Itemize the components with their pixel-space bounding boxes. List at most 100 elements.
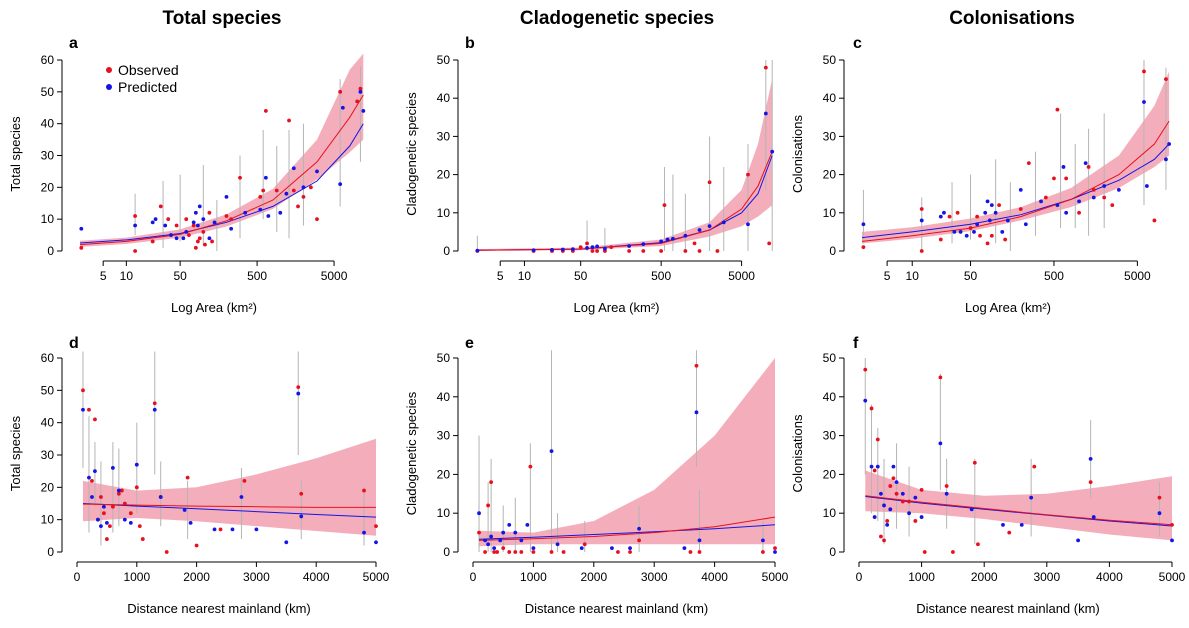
observed-point <box>299 491 304 496</box>
predicted-point <box>952 230 957 234</box>
observed-point <box>194 543 199 548</box>
predicted-point <box>153 217 158 222</box>
predicted-point <box>358 89 363 94</box>
predicted-point <box>891 464 896 469</box>
observed-point <box>261 188 266 193</box>
observed-point <box>308 185 313 190</box>
observed-point <box>207 210 212 215</box>
predicted-point <box>1083 161 1088 166</box>
observed-point <box>616 550 620 554</box>
predicted-point <box>296 391 301 396</box>
predicted-point <box>96 517 100 522</box>
predicted-point <box>659 239 664 244</box>
y-axis-label: Colonisations <box>790 414 805 493</box>
predicted-point <box>1170 538 1174 543</box>
observed-point <box>242 478 247 483</box>
predicted-point <box>861 222 866 227</box>
observed-point <box>688 550 693 554</box>
predicted-point <box>1000 230 1005 234</box>
observed-point <box>869 406 874 411</box>
x-tick-label: 4000 <box>701 570 728 584</box>
observed-point <box>590 249 595 253</box>
observed-point <box>513 550 518 554</box>
predicted-point <box>763 111 768 116</box>
column-title-total-species: Total species <box>163 8 282 29</box>
predicted-point <box>972 230 976 234</box>
fit-line-predicted <box>865 496 1173 527</box>
predicted-point <box>489 534 494 539</box>
predicted-point <box>519 538 524 543</box>
predicted-point <box>1102 184 1107 188</box>
observed-point <box>116 491 121 496</box>
observed-point <box>238 175 242 180</box>
panel-letter: a <box>69 35 78 52</box>
observed-point <box>197 236 202 241</box>
observed-point <box>119 488 124 493</box>
x-tick-label: 1000 <box>123 570 150 584</box>
predicted-point <box>603 246 607 251</box>
observed-point <box>761 550 765 554</box>
predicted-point <box>1077 199 1081 204</box>
x-tick-label: 50 <box>574 269 588 283</box>
predicted-point <box>483 538 487 543</box>
x-tick-label: 10 <box>906 269 920 283</box>
observed-point <box>1086 165 1091 169</box>
predicted-point <box>191 220 196 225</box>
y-tick-label: 40 <box>823 91 837 105</box>
x-tick-label: 10 <box>120 269 134 283</box>
predicted-point <box>919 515 924 519</box>
x-tick-label: 4000 <box>1096 570 1123 584</box>
observed-point <box>110 504 115 509</box>
observed-point <box>201 230 206 234</box>
x-tick-label: 5 <box>884 269 891 283</box>
fit-line-observed <box>861 120 1170 242</box>
observed-point <box>122 501 127 506</box>
predicted-point <box>229 226 234 231</box>
observed-point <box>355 99 360 104</box>
predicted-point <box>492 546 497 551</box>
observed-point <box>767 241 772 246</box>
x-tick-label: 3000 <box>1033 570 1060 584</box>
predicted-point <box>224 194 229 199</box>
legend-observed-marker <box>106 67 112 73</box>
x-tick-label: 500 <box>247 269 267 283</box>
observed-point <box>152 401 157 406</box>
predicted-point <box>163 223 168 228</box>
observed-point <box>193 245 198 250</box>
fit-line-observed <box>865 495 1173 526</box>
predicted-point <box>1088 456 1093 461</box>
x-tick-label: 5000 <box>363 570 390 584</box>
observed-point <box>1043 195 1048 200</box>
observed-point <box>885 519 890 523</box>
predicted-point <box>560 247 565 252</box>
observed-point <box>578 245 583 250</box>
x-tick-label: 0 <box>856 570 863 584</box>
observed-point <box>697 249 702 253</box>
y-tick-label: 40 <box>437 390 451 404</box>
observed-point <box>773 546 777 551</box>
observed-point <box>662 203 667 208</box>
legend-observed-label: Observed <box>118 62 179 78</box>
predicted-point <box>110 466 115 470</box>
observed-point <box>134 485 139 490</box>
predicted-point <box>549 449 554 454</box>
observed-point <box>976 542 980 547</box>
observed-point <box>492 550 497 554</box>
observed-point <box>746 172 750 177</box>
observed-point <box>968 226 973 230</box>
predicted-point <box>869 464 874 469</box>
predicted-point <box>128 521 133 525</box>
predicted-point <box>938 214 943 219</box>
predicted-point <box>694 410 699 415</box>
predicted-point <box>875 464 880 469</box>
predicted-point <box>284 540 289 545</box>
y-tick-label: 10 <box>823 206 837 220</box>
predicted-point <box>1144 184 1149 188</box>
observed-point <box>975 214 980 219</box>
predicted-point <box>301 185 306 190</box>
y-tick-label: 30 <box>437 429 451 443</box>
observed-point <box>358 86 363 91</box>
x-axis-label: Distance nearest mainland (km) <box>127 601 311 616</box>
predicted-point <box>585 246 589 250</box>
observed-point <box>951 550 955 554</box>
